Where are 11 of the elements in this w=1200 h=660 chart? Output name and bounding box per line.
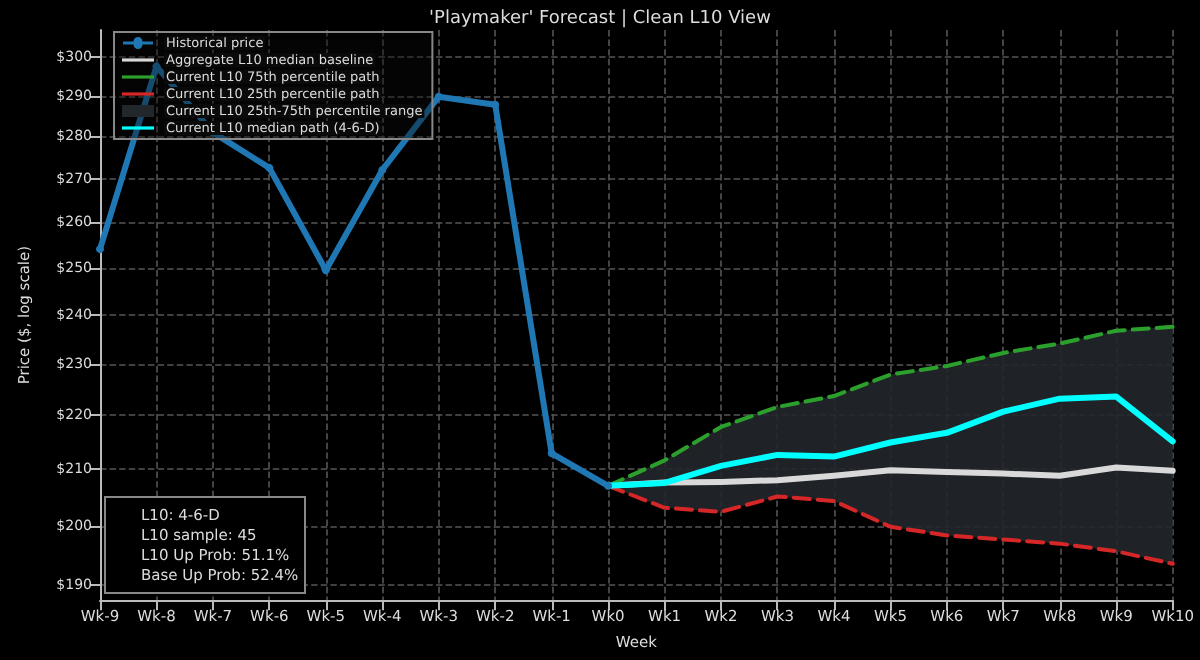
point	[96, 245, 104, 254]
point	[265, 163, 274, 172]
line-series	[606, 324, 1175, 488]
point	[434, 92, 443, 101]
point	[378, 165, 387, 174]
point	[547, 449, 556, 458]
chart-title: 'Playmaker' Forecast | Clean L10 View	[429, 9, 771, 29]
point	[604, 481, 613, 490]
point	[491, 100, 500, 109]
line-series	[605, 393, 1176, 489]
line-series	[606, 483, 1175, 566]
